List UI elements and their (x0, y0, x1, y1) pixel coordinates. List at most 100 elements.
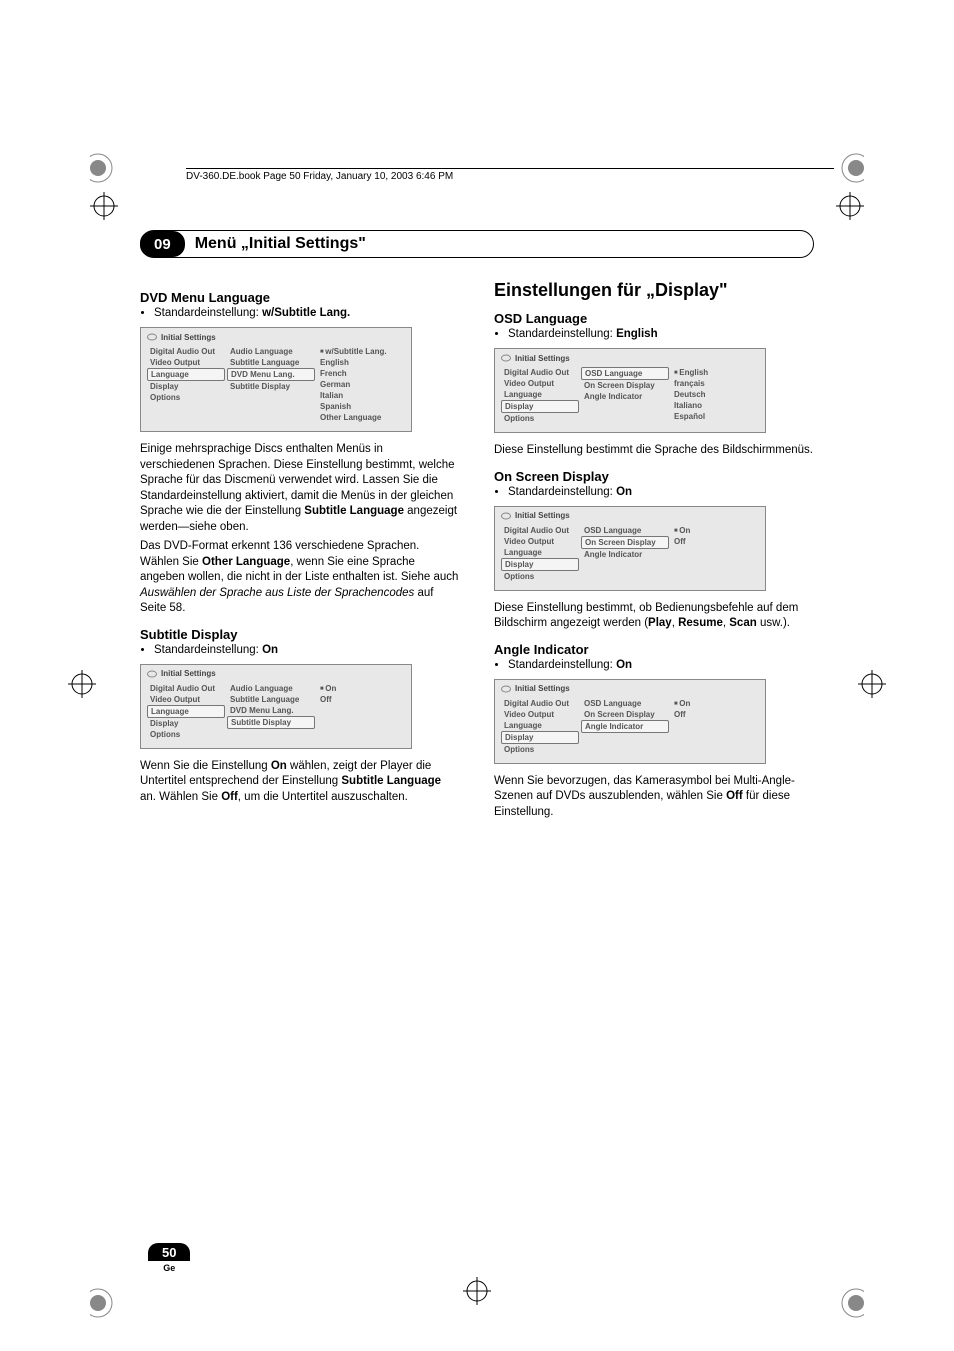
osd-screenshot-osd-language: Initial SettingsDigital Audio OutVideo O… (494, 348, 766, 433)
osd-col1: Digital Audio OutVideo OutputLanguageDis… (147, 346, 225, 423)
osd-item: Spanish (317, 401, 405, 412)
crosshair-top-left (90, 192, 118, 220)
osd-box-body: Digital Audio OutVideo OutputLanguageDis… (495, 365, 765, 432)
osd-item: On Screen Display (581, 536, 669, 549)
osd-item: Language (147, 368, 225, 381)
osd-item: Video Output (147, 357, 225, 368)
osd-box-body: Digital Audio OutVideo OutputLanguageDis… (141, 344, 411, 431)
osd-box-body: Digital Audio OutVideo OutputLanguageDis… (495, 523, 765, 590)
heading-on-screen-display: On Screen Display (494, 469, 814, 484)
osd-col2: OSD LanguageOn Screen DisplayAngle Indic… (581, 367, 669, 424)
osd-item: w/Subtitle Lang. (317, 346, 405, 357)
osd-item: Off (317, 694, 405, 705)
osd-box-title: Initial Settings (141, 328, 411, 344)
para-onscr: Diese Einstellung bestimmt, ob Bedienung… (494, 601, 814, 632)
osd-item: Other Language (317, 412, 405, 423)
osd-box-title: Initial Settings (141, 665, 411, 681)
osd-item: German (317, 379, 405, 390)
crosshair-top-right (836, 192, 864, 220)
osd-item: Video Output (501, 709, 579, 720)
para-angle: Wenn Sie bevorzugen, das Kamerasymbol be… (494, 774, 814, 821)
osd-item: On Screen Display (581, 380, 669, 391)
osd-item: Subtitle Language (227, 357, 315, 368)
right-column: Einstellungen für „Display" OSD Language… (494, 280, 814, 824)
osd-item: English (317, 357, 405, 368)
osd-item: Subtitle Language (227, 694, 315, 705)
book-header-text: DV-360.DE.book Page 50 Friday, January 1… (186, 171, 453, 182)
osd-item: Display (501, 558, 579, 571)
osd-item: Off (671, 709, 759, 720)
osd-col2: OSD LanguageOn Screen DisplayAngle Indic… (581, 698, 669, 755)
osd-item: Video Output (147, 694, 225, 705)
book-header-line: DV-360.DE.book Page 50 Friday, January 1… (186, 168, 834, 189)
osd-item: Language (501, 389, 579, 400)
osd-item: On Screen Display (581, 709, 669, 720)
osd-item: Display (501, 731, 579, 744)
osd-item: Angle Indicator (581, 391, 669, 402)
osd-col1: Digital Audio OutVideo OutputLanguageDis… (501, 698, 579, 755)
osd-box-body: Digital Audio OutVideo OutputLanguageDis… (141, 681, 411, 748)
heading-angle-indicator: Angle Indicator (494, 642, 814, 657)
osd-item: On (671, 698, 759, 709)
osd-item: Language (147, 705, 225, 718)
osd-item: English (671, 367, 759, 378)
chapter-title: Menü „Initial Settings" (195, 235, 803, 253)
crosshair-bottom (463, 1277, 491, 1305)
osd-col3: OnOff (671, 525, 759, 582)
regmark-top-left (90, 148, 130, 188)
osd-item: Audio Language (227, 683, 315, 694)
osd-screenshot-on-screen-display: Initial SettingsDigital Audio OutVideo O… (494, 506, 766, 591)
heading-einstellungen-display: Einstellungen für „Display" (494, 280, 814, 301)
para-osdlang: Diese Einstellung bestimmt die Sprache d… (494, 443, 814, 459)
osd-item: Language (501, 720, 579, 731)
osd-col3: OnOff (671, 698, 759, 755)
osd-item: On (317, 683, 405, 694)
osd-item: Subtitle Display (227, 381, 315, 392)
osd-item: DVD Menu Lang. (227, 705, 315, 716)
osd-col3: EnglishfrançaisDeutschItalianoEspañol (671, 367, 759, 424)
osd-item: Video Output (501, 536, 579, 547)
osd-item: Italiano (671, 400, 759, 411)
osd-item: DVD Menu Lang. (227, 368, 315, 381)
osd-item: Digital Audio Out (147, 683, 225, 694)
osd-item: Digital Audio Out (501, 525, 579, 536)
osd-item: Subtitle Display (227, 716, 315, 729)
page-number: 50 Ge (148, 1243, 190, 1273)
page: DV-360.DE.book Page 50 Friday, January 1… (0, 0, 954, 1351)
osd-item: OSD Language (581, 698, 669, 709)
osd-item: Display (147, 718, 225, 729)
osd-item: Display (501, 400, 579, 413)
para-dvd-2: Das DVD-Format erkennt 136 verschiedene … (140, 539, 460, 617)
heading-subtitle-display: Subtitle Display (140, 627, 460, 642)
osd-col2: OSD LanguageOn Screen DisplayAngle Indic… (581, 525, 669, 582)
osd-item: Italian (317, 390, 405, 401)
page-number-lang: Ge (148, 1263, 190, 1273)
regmark-bottom-left (90, 1283, 130, 1323)
chapter-header: 09 Menü „Initial Settings" (140, 230, 814, 258)
osd-item: French (317, 368, 405, 379)
heading-osd-language: OSD Language (494, 311, 814, 326)
osd-item: OSD Language (581, 367, 669, 380)
osd-item: On (671, 525, 759, 536)
osd-item: Options (501, 744, 579, 755)
content-area: 09 Menü „Initial Settings" DVD Menu Lang… (140, 230, 814, 824)
osd-item: Digital Audio Out (501, 698, 579, 709)
osd-item: Off (671, 536, 759, 547)
osd-item: Options (147, 392, 225, 403)
osd-item: Deutsch (671, 389, 759, 400)
osd-item: Options (501, 413, 579, 424)
para-dvd-1: Einige mehrsprachige Discs enthalten Men… (140, 442, 460, 535)
onscr-default-line: Standardeinstellung: On (508, 486, 814, 498)
osd-item: Angle Indicator (581, 720, 669, 733)
osd-box-body: Digital Audio OutVideo OutputLanguageDis… (495, 696, 765, 763)
angle-default-line: Standardeinstellung: On (508, 659, 814, 671)
osd-box-title: Initial Settings (495, 680, 765, 696)
osd-item: Options (147, 729, 225, 740)
sub-default-line: Standardeinstellung: On (154, 644, 460, 656)
osd-col2: Audio LanguageSubtitle LanguageDVD Menu … (227, 683, 315, 740)
osd-col3: OnOff (317, 683, 405, 740)
osd-item: Digital Audio Out (147, 346, 225, 357)
osd-item: Español (671, 411, 759, 422)
para-sub-1: Wenn Sie die Einstellung On wählen, zeig… (140, 759, 460, 806)
osd-default-line: Standardeinstellung: English (508, 328, 814, 340)
